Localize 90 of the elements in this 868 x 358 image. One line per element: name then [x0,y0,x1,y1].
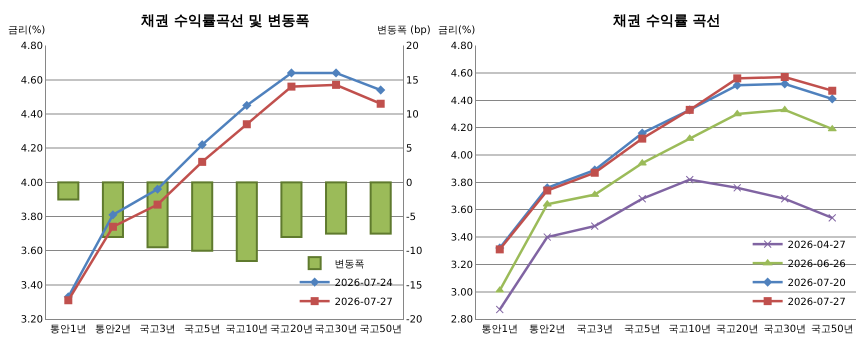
point [543,233,552,242]
y2-tick-label: -15 [406,280,422,292]
point [242,101,252,110]
y2-tick-label: -5 [406,212,416,224]
y-tick-label: 4.40 [20,109,43,120]
y-tick-label: 3.40 [20,280,43,292]
legend-label: 변동폭 [334,259,365,270]
legend-label: 2026-07-20 [788,278,846,290]
point [496,306,504,314]
x-tick-label: 통안2년 [529,324,566,336]
legend-label: 2026-06-26 [788,259,846,270]
point [590,222,599,230]
point [638,134,646,143]
point [332,80,340,89]
y-tick-label: 4.80 [20,41,43,52]
y-tick-label: 3.00 [450,287,473,298]
chart-title: 채권 수익률 곡선 [612,13,721,29]
x-tick-label: 국고3년 [576,324,613,336]
point [332,68,340,78]
y-tick-label: 3.80 [450,178,473,189]
point [376,86,386,94]
point [780,73,789,82]
point [686,176,694,184]
y-tick-label: 4.20 [450,123,473,134]
y-tick-label: 3.60 [20,246,43,258]
point [108,222,117,231]
point [828,214,836,222]
y2-tick-label: 10 [406,109,419,120]
x-tick-label: 국고50년 [810,324,854,336]
y-tick-label: 4.80 [450,41,473,52]
x-tick-label: 국고10년 [225,324,268,336]
x-tick-label: 국고20년 [716,324,759,336]
y-tick-label: 4.40 [450,96,473,107]
y2-tick-label: 20 [406,41,419,52]
y-tick-label: 3.20 [20,314,43,326]
y-tick-label: 3.80 [20,212,43,224]
y-tick-label: 4.00 [20,178,43,189]
point [828,86,836,95]
y2-axis-title: 변동폭 (bp) [377,25,431,36]
legend-label: 2026-07-24 [334,278,393,290]
point [242,120,251,128]
y-tick-label: 4.60 [450,68,473,80]
point [543,186,552,195]
point [154,200,162,209]
point [198,140,207,150]
x-tick-label: 통안2년 [94,324,132,336]
point [376,100,385,108]
x-tick-label: 국고5년 [184,324,220,336]
y2-tick-label: -20 [406,314,422,326]
y2-tick-label: 15 [406,75,419,86]
legend-label: 2026-07-27 [788,297,846,308]
y-tick-label: 3.40 [450,232,473,244]
y-axis-title: 금리(%) [438,25,476,36]
y-tick-label: 3.20 [450,260,473,271]
x-tick-label: 통안1년 [482,324,518,336]
point [828,94,837,104]
point [590,168,599,177]
point [733,74,742,82]
point [733,184,742,192]
point [108,210,118,220]
x-tick-label: 국고30년 [763,324,806,336]
point [287,82,296,91]
y-tick-label: 3.60 [450,205,473,216]
legend-label: 2026-04-27 [788,240,846,252]
x-tick-label: 국고30년 [314,324,358,336]
y-tick-label: 4.60 [20,75,43,86]
x-tick-label: 국고20년 [270,324,313,336]
x-tick-label: 국고50년 [359,324,402,336]
x-tick-label: 국고10년 [668,324,712,336]
x-tick-label: 통안1년 [50,324,86,336]
point [638,194,646,203]
point [287,68,296,78]
point [153,184,162,194]
point [198,158,206,166]
y-axis-title: 금리(%) [8,25,46,36]
y-tick-label: 4.20 [20,144,43,155]
point [495,286,504,293]
chart-title: 채권 수익률곡선 및 변동폭 [140,13,310,29]
y2-tick-label: 0 [406,178,412,189]
point [780,106,790,112]
y-tick-label: 2.80 [450,314,473,326]
y-tick-label: 4.00 [450,150,473,162]
point [780,194,789,203]
y2-tick-label: -10 [406,246,422,258]
x-tick-label: 국고5년 [624,324,660,336]
y2-tick-label: 5 [406,144,412,155]
x-tick-label: 국고3년 [139,324,176,336]
legend-label: 2026-07-27 [334,297,393,308]
point [732,110,742,116]
point [64,296,72,304]
